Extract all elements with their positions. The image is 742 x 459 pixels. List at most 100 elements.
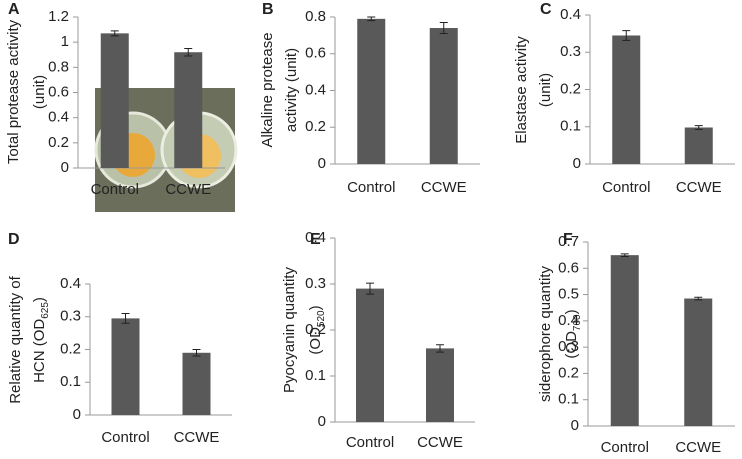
y-axis-label: Alkaline protease (259, 32, 276, 147)
y-axis-label: Elastase activity (513, 36, 530, 144)
y-axis-label-part: Alkaline protease (259, 32, 276, 147)
y-axis-label-part: Pyocyanin quantity (281, 267, 298, 393)
y-axis-label-part: Relative quantity of (7, 275, 24, 403)
x-tick-label: Control (346, 434, 394, 451)
y-axis-label-part: ) (307, 305, 324, 310)
y-axis-label-part: Elastase activity (513, 36, 530, 144)
y-axis-label-part: (OD (307, 327, 324, 355)
bar (429, 28, 458, 165)
y-axis-label: siderophore quantity (537, 266, 554, 402)
y-tick-label: 0 (318, 413, 326, 430)
y-tick-label: 0.1 (560, 118, 581, 135)
error-bar (367, 16, 376, 22)
y-axis-label-part: ) (31, 297, 48, 302)
error-bar (366, 282, 374, 295)
x-tick-label: Control (601, 439, 649, 456)
y-tick-label: 0.8 (305, 8, 326, 25)
y-tick-label: 0 (571, 417, 579, 434)
y-tick-label: 0.4 (558, 312, 579, 329)
bar (684, 298, 713, 426)
y-axis-label-part: siderophore quantity (537, 266, 554, 402)
bar (610, 255, 639, 426)
y-tick-label: 0.1 (305, 367, 326, 384)
y-axis-label: Total protease activity (5, 19, 22, 164)
error-bar (439, 22, 448, 35)
bar (684, 127, 713, 164)
y-tick-label: 0 (73, 406, 81, 423)
x-tick-label: Control (602, 179, 650, 196)
y-axis-label: (unit) (537, 73, 554, 107)
y-tick-label: 0.2 (560, 80, 581, 97)
error-bar (121, 312, 130, 324)
x-tick-label: Control (91, 181, 139, 198)
y-axis-label: (unit) (31, 75, 48, 109)
x-tick-label: CCWE (675, 439, 721, 456)
y-tick-label: 0.2 (558, 364, 579, 381)
y-axis-label: HCN (OD625) (31, 297, 51, 383)
error-bar (620, 253, 629, 257)
panel-letter: E (310, 231, 321, 248)
y-axis-label: Relative quantity of (7, 275, 24, 403)
y-axis-label: (OD700) (563, 309, 583, 358)
y-tick-label: 0 (61, 159, 69, 176)
y-tick-label: 0.2 (48, 134, 69, 151)
y-axis-label-part: (OD (563, 331, 580, 359)
x-tick-label: CCWE (174, 429, 220, 446)
error-bar (622, 30, 631, 41)
panel-letter: F (563, 231, 573, 248)
bar (111, 318, 140, 415)
error-bar (436, 344, 444, 353)
y-tick-label: 0.1 (558, 391, 579, 408)
y-tick-label: 0.6 (48, 83, 69, 100)
bar (182, 352, 211, 415)
y-tick-label: 0.6 (558, 259, 579, 276)
bar (357, 18, 386, 165)
y-tick-label: 0.5 (558, 286, 579, 303)
x-tick-label: Control (347, 179, 395, 196)
y-axis-label-part: Total protease activity (5, 19, 22, 164)
y-tick-label: 0.4 (305, 81, 326, 98)
x-tick-label: CCWE (676, 179, 722, 196)
y-tick-label: 0.3 (305, 275, 326, 292)
y-axis-label-part: ) (563, 309, 580, 314)
y-tick-label: 0.1 (60, 373, 81, 390)
y-tick-label: 0.8 (48, 58, 69, 75)
bar (356, 288, 384, 422)
y-tick-label: 1 (61, 33, 69, 50)
y-tick-label: 0.3 (60, 308, 81, 325)
y-axis-label: (OD520) (307, 305, 327, 354)
y-tick-label: 0.3 (560, 43, 581, 60)
panel-letter: B (262, 1, 274, 18)
y-axis-label-part: (unit) (31, 75, 48, 109)
y-axis-label-part: (unit) (537, 73, 554, 107)
error-bar (694, 125, 703, 130)
y-axis-label-part: HCN (OD (31, 319, 48, 383)
y-axis-label-part: 700 (572, 314, 583, 331)
error-bar (694, 296, 703, 301)
x-tick-label: Control (101, 429, 149, 446)
y-tick-label: 1.2 (48, 8, 69, 25)
error-bar (110, 30, 119, 37)
y-tick-label: 0.2 (305, 118, 326, 135)
x-tick-label: CCWE (165, 181, 211, 198)
bar (100, 33, 129, 168)
y-tick-label: 0.7 (558, 233, 579, 250)
y-tick-label: 0 (573, 155, 581, 172)
error-bar (184, 47, 193, 57)
y-axis-label-part: activity (unit) (283, 48, 300, 132)
bar (612, 35, 641, 164)
y-tick-label: 0.4 (560, 6, 581, 23)
x-tick-label: CCWE (421, 179, 467, 196)
y-axis-label-part: 625 (40, 302, 51, 319)
y-tick-label: 0.4 (48, 109, 69, 126)
panel-letter: A (8, 1, 20, 18)
y-tick-label: 0.4 (305, 229, 326, 246)
bar (426, 348, 454, 422)
y-axis-label: activity (unit) (283, 48, 300, 132)
y-axis-label-part: 520 (316, 310, 327, 327)
y-tick-label: 0.4 (60, 275, 81, 292)
y-tick-label: 0.2 (305, 321, 326, 338)
y-tick-label: 0.3 (558, 338, 579, 355)
x-tick-label: CCWE (417, 434, 463, 451)
